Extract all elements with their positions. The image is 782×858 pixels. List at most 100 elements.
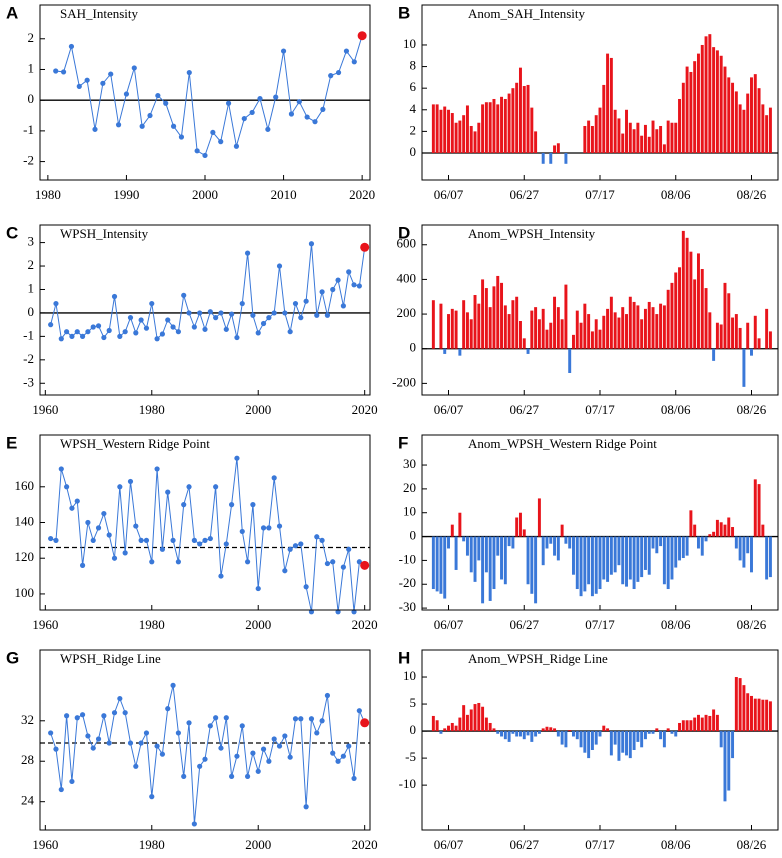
bar: [696, 253, 700, 349]
data-point: [138, 537, 144, 543]
data-point: [257, 96, 263, 102]
y-tick-label: 2: [28, 257, 35, 272]
bar: [583, 125, 587, 153]
data-point: [280, 48, 287, 54]
data-point: [170, 682, 176, 688]
bar: [564, 731, 568, 748]
data-point: [117, 333, 123, 339]
data-point: [244, 559, 251, 565]
bar: [522, 338, 526, 349]
bar: [708, 715, 712, 732]
y-tick-label: 3: [28, 234, 35, 249]
y-tick-label: 24: [21, 793, 35, 808]
x-tick-label: 07/17: [585, 837, 615, 852]
data-point: [292, 300, 299, 307]
bar: [617, 118, 621, 153]
data-point: [181, 292, 187, 298]
bar: [530, 731, 534, 742]
bar: [602, 84, 606, 153]
bar: [719, 522, 723, 537]
data-point: [74, 498, 80, 504]
data-point: [250, 312, 256, 318]
bar: [462, 300, 466, 349]
bar: [462, 115, 466, 153]
data-point: [271, 736, 277, 742]
data-point: [335, 277, 341, 283]
y-tick-label: 4: [410, 101, 417, 116]
bar: [549, 322, 553, 349]
data-point: [115, 122, 122, 128]
data-point: [64, 329, 70, 335]
data-point: [239, 723, 245, 729]
data-point: [127, 478, 134, 485]
bar: [696, 53, 700, 153]
bar: [450, 113, 454, 153]
data-point: [197, 763, 203, 769]
data-point: [165, 489, 171, 495]
bar: [458, 717, 462, 732]
bar: [666, 289, 670, 349]
x-tick-label: 06/07: [434, 402, 464, 417]
bar: [545, 726, 549, 732]
x-tick-label: 08/26: [737, 617, 767, 632]
bar: [545, 329, 549, 349]
bar: [507, 731, 511, 742]
bar: [484, 102, 488, 153]
bar: [602, 725, 606, 732]
bar: [454, 122, 458, 153]
data-point: [241, 115, 247, 122]
bar: [447, 109, 450, 153]
bar: [606, 536, 610, 582]
data-point: [53, 746, 59, 752]
bar: [526, 84, 530, 153]
bar: [492, 286, 496, 349]
bar: [450, 524, 454, 537]
bar: [564, 536, 568, 544]
data-point: [292, 716, 299, 722]
data-point: [143, 730, 150, 736]
data-point: [244, 250, 251, 256]
data-point: [266, 315, 272, 321]
data-point: [296, 99, 302, 105]
bar: [765, 115, 769, 153]
data-point: [101, 713, 107, 719]
x-tick-label: 2000: [245, 402, 271, 417]
bar: [462, 536, 466, 542]
data-point: [68, 43, 75, 50]
bar: [465, 312, 469, 349]
bar: [534, 536, 538, 604]
bar: [590, 731, 594, 750]
bar: [678, 536, 682, 561]
data-point: [314, 534, 320, 540]
bar: [500, 731, 504, 737]
panel-label: F: [398, 433, 408, 452]
bar: [447, 536, 450, 549]
bar: [704, 714, 708, 732]
data-point: [234, 455, 240, 461]
bar: [761, 524, 765, 537]
bar: [606, 53, 610, 153]
data-point: [79, 562, 86, 568]
highlight-point: [360, 560, 370, 570]
x-tick-label: 07/17: [585, 402, 615, 417]
data-point: [186, 69, 192, 76]
bar: [659, 303, 663, 349]
data-point: [159, 751, 166, 757]
data-point: [154, 743, 160, 749]
data-point: [282, 733, 288, 739]
bar: [587, 314, 591, 349]
bar: [518, 67, 522, 153]
bar: [681, 536, 685, 559]
x-tick-label: 2020: [349, 187, 375, 202]
data-point: [314, 312, 320, 318]
bar: [481, 536, 485, 604]
bar: [553, 296, 557, 349]
data-point: [64, 713, 70, 719]
data-point: [64, 484, 70, 490]
y-tick-label: -30: [399, 599, 416, 614]
bar: [731, 317, 735, 349]
x-tick-label: 2020: [352, 402, 378, 417]
data-point: [90, 537, 96, 543]
bar: [549, 536, 553, 544]
bar: [746, 322, 750, 349]
